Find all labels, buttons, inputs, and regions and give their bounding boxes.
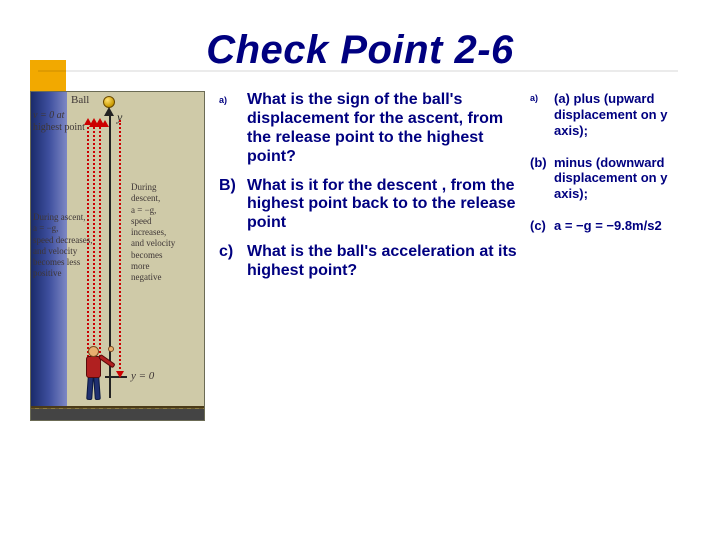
question-text: What is it for the descent , from the hi…	[247, 177, 516, 232]
page-title: Check Point 2-6	[30, 28, 690, 73]
question-marker: c)	[219, 243, 233, 262]
highest-point-label: highest point	[33, 122, 85, 134]
diagram-footer	[31, 409, 204, 420]
answer-a: a) (a) plus (upward displacement on y ax…	[530, 91, 690, 139]
question-b: B) What is it for the descent , from the…	[219, 177, 522, 234]
answer-marker: (c)	[530, 218, 546, 234]
answer-marker: (b)	[530, 155, 547, 171]
answer-text: a = −g = −9.8m/s2	[554, 218, 662, 233]
v0-label: v = 0 at	[33, 110, 64, 122]
question-list: a) What is the sign of the ball's displa…	[219, 91, 522, 281]
question-c: c) What is the ball's acceleration at it…	[219, 243, 522, 281]
answer-text: (a) plus (upward displacement on y axis)…	[554, 91, 667, 138]
answer-b: (b) minus (downward displacement on y ax…	[530, 155, 690, 203]
content-row: Ball v = 0 at highest point y y = 0 Duri…	[30, 91, 690, 421]
answer-c: (c) a = −g = −9.8m/s2	[530, 218, 690, 234]
answer-marker: a)	[530, 93, 538, 104]
y-axis-arrow-icon	[104, 107, 114, 116]
answer-text: minus (downward displacement on y axis);	[554, 155, 667, 202]
answer-list: a) (a) plus (upward displacement on y ax…	[530, 91, 690, 234]
ball-label: Ball	[71, 94, 89, 107]
y0-label: y = 0	[131, 370, 154, 383]
slide: Check Point 2-6 Ball v = 0 at highest po…	[0, 0, 720, 540]
question-marker: B)	[219, 177, 236, 196]
ascent-caption: During ascent, a = −g, speed decreases, …	[33, 212, 95, 280]
descent-caption: During descent, a = −g, speed increases,…	[131, 182, 203, 283]
descent-path	[119, 120, 121, 376]
person-figure-icon	[75, 346, 115, 408]
ascent-path-3	[99, 120, 101, 376]
diagram-column: Ball v = 0 at highest point y y = 0 Duri…	[30, 91, 205, 421]
physics-diagram: Ball v = 0 at highest point y y = 0 Duri…	[30, 91, 205, 421]
questions-column: a) What is the sign of the ball's displa…	[213, 91, 522, 421]
question-text: What is the ball's acceleration at its h…	[247, 243, 517, 279]
question-marker: a)	[219, 95, 227, 106]
question-text: What is the sign of the ball's displacem…	[247, 91, 503, 165]
answers-column: a) (a) plus (upward displacement on y ax…	[530, 91, 690, 421]
question-a: a) What is the sign of the ball's displa…	[219, 91, 522, 167]
